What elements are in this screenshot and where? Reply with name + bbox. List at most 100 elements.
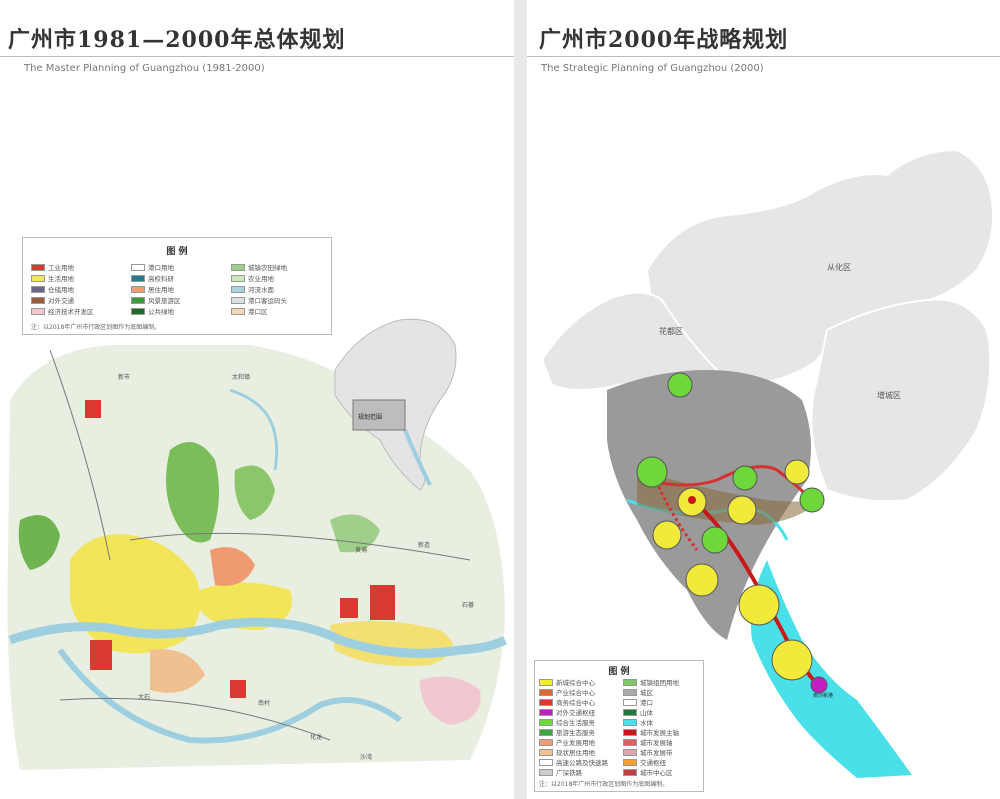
right-legend-item: 交通枢纽 [623, 757, 666, 767]
right-legend-item: 山体 [623, 707, 653, 717]
right-legend-item: 港口 [623, 697, 653, 707]
map-road-3 [59, 697, 331, 741]
left-legend-item: 高校科研 [131, 273, 174, 283]
map-development-zone [420, 676, 481, 725]
map-road-2 [129, 532, 471, 561]
map-node-11 [738, 584, 780, 626]
district-label-conghua: 从化区 [827, 263, 851, 272]
map-forest-3 [18, 515, 60, 570]
map-residential-1 [210, 547, 255, 586]
right-legend-swatch [539, 768, 553, 776]
right-legend: 图 例 注：以2018年广州市行政区划图作为底图编制。 新城综合中心 产业综合中心… [534, 660, 704, 792]
map-industrial-3 [340, 598, 358, 618]
left-legend-item: 农业用地 [231, 273, 274, 283]
left-legend-swatch [31, 274, 45, 282]
left-legend-swatch [231, 285, 245, 293]
right-legend-label: 商务综合中心 [556, 699, 595, 707]
place-label-9: 沙湾 [360, 754, 373, 761]
right-legend-item: 水体 [623, 717, 653, 727]
right-legend-swatch [623, 698, 637, 706]
left-legend-item: 生活用地 [31, 273, 74, 283]
left-legend-swatch [31, 296, 45, 304]
right-legend-item: 现状居住用地 [539, 747, 595, 757]
map-node-8 [652, 520, 682, 550]
right-legend-swatch [623, 688, 637, 696]
left-legend-swatch [31, 307, 45, 315]
right-legend-swatch [623, 768, 637, 776]
map-node-1 [667, 372, 693, 398]
left-legend-label: 对外交通 [48, 297, 74, 305]
left-legend-item: 经济技术开发区 [31, 306, 94, 316]
map-node-13 [810, 676, 828, 694]
map-river-south [57, 648, 402, 744]
right-legend-swatch [539, 678, 553, 686]
right-legend-label: 港口 [640, 699, 653, 707]
left-legend-label: 仓储用地 [48, 286, 74, 294]
left-legend-label: 河流水面 [248, 286, 274, 294]
place-label-5: 石碁 [462, 602, 475, 609]
left-legend-label: 公共绿地 [148, 308, 174, 316]
right-legend-label: 产业综合中心 [556, 689, 595, 697]
right-legend-swatch [539, 688, 553, 696]
left-legend-swatch [131, 263, 145, 271]
left-legend-item: 工业用地 [31, 262, 74, 272]
right-legend-label: 水体 [640, 719, 653, 727]
map-forest-2 [234, 465, 275, 520]
strategic-plan-map [540, 148, 994, 778]
district-label-huadu: 花都区 [659, 327, 683, 336]
left-legend-label: 城镇农田绿地 [248, 264, 287, 272]
left-legend-item: 港口客运码头 [231, 295, 287, 305]
map-river-north [229, 388, 279, 471]
left-legend-item: 公共绿地 [131, 306, 174, 316]
left-legend-item: 港口区 [231, 306, 268, 316]
left-legend-label: 港口客运码头 [248, 297, 287, 305]
right-legend-swatch [623, 718, 637, 726]
right-legend-swatch [623, 728, 637, 736]
map-water [751, 560, 912, 778]
node-label-nansha: 南沙新港 [813, 693, 834, 699]
right-legend-label: 对外交通枢纽 [556, 709, 595, 717]
map-node-2 [636, 456, 668, 488]
right-legend-note: 注：以2018年广州市行政区划图作为底图编制。 [539, 781, 669, 788]
map-node-14 [688, 496, 696, 504]
right-legend-item: 城市发展轴 [623, 737, 673, 747]
left-legend-label: 工业用地 [48, 264, 74, 272]
left-legend-swatch [31, 263, 45, 271]
left-title-rule [0, 56, 514, 57]
right-legend-label: 城市中心区 [640, 769, 673, 777]
map-industrial-1 [370, 585, 395, 620]
right-legend-swatch [623, 708, 637, 716]
right-legend-title: 图 例 [608, 667, 630, 677]
place-label-8: 化龙 [310, 734, 323, 741]
left-legend-item: 对外交通 [31, 295, 74, 305]
left-legend-label: 风景旅游区 [148, 297, 181, 305]
map-node-5 [784, 459, 810, 485]
right-legend-label: 旅游生态服务 [556, 729, 595, 737]
right-legend-label: 综合生活服务 [556, 719, 595, 727]
right-legend-swatch [623, 748, 637, 756]
left-legend-label: 居住用地 [148, 286, 174, 294]
left-subtitle: The Master Planning of Guangzhou (1981-2… [24, 63, 265, 74]
map-pearl-river [8, 617, 508, 658]
map-forest-1 [166, 442, 219, 543]
left-legend-item: 港口用地 [131, 262, 174, 272]
inset-river [403, 429, 432, 486]
left-legend-swatch [131, 285, 145, 293]
map-residential-2 [150, 649, 205, 693]
right-legend-item: 产业发展用地 [539, 737, 595, 747]
right-legend-label: 现状居住用地 [556, 749, 595, 757]
left-legend-label: 生活用地 [48, 275, 74, 283]
map-node-9 [701, 526, 729, 554]
right-legend-item: 城市发展带 [623, 747, 673, 757]
map-industrial-2 [90, 640, 112, 670]
left-legend-item: 居住用地 [131, 284, 174, 294]
master-planning-panel: 广州市1981—2000年总体规划 The Master Planning of… [0, 27, 514, 770]
right-legend-label: 交通枢纽 [640, 759, 666, 767]
inset-planning-extent [352, 399, 406, 431]
district-label-zengcheng: 增城区 [877, 391, 901, 400]
left-legend-label: 农业用地 [248, 275, 274, 283]
right-legend-swatch [623, 738, 637, 746]
left-legend-title: 图 例 [166, 247, 188, 257]
right-legend-swatch [539, 728, 553, 736]
place-label-1: 新市 [118, 374, 131, 381]
